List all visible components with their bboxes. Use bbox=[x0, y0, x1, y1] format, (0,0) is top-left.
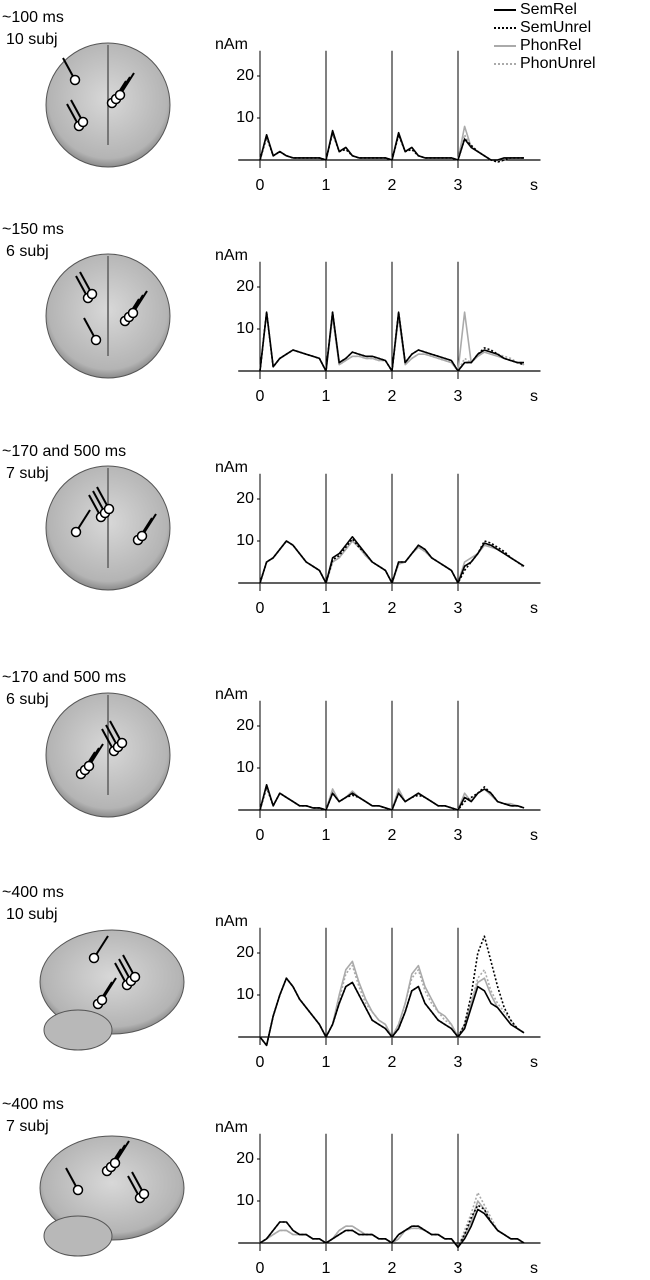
legend-label: SemUnrel bbox=[520, 19, 591, 36]
dipole-source bbox=[96, 994, 108, 1006]
legend-label: PhonUnrel bbox=[520, 55, 596, 72]
x-tick-label: 3 bbox=[454, 1260, 463, 1277]
dipole-source bbox=[77, 116, 89, 128]
x-tick-label: 3 bbox=[454, 1054, 463, 1071]
x-tick-label: 1 bbox=[322, 177, 331, 194]
x-tick-label: 2 bbox=[388, 1054, 397, 1071]
dipole-source bbox=[86, 288, 98, 300]
x-tick-label: 1 bbox=[322, 388, 331, 405]
panel-title: ~400 ms bbox=[2, 884, 64, 901]
x-tick-label: 0 bbox=[256, 827, 265, 844]
y-axis-label: nAm bbox=[215, 913, 248, 930]
dipole-source bbox=[127, 307, 139, 319]
series-line bbox=[259, 536, 525, 584]
y-tick-label: 10 bbox=[236, 1192, 254, 1209]
x-tick-label: 2 bbox=[388, 827, 397, 844]
panel-title: ~400 ms bbox=[2, 1096, 64, 1113]
y-tick-label: 20 bbox=[236, 278, 254, 295]
x-tick-label: 0 bbox=[256, 388, 265, 405]
y-tick-label: 20 bbox=[236, 490, 254, 507]
panel-title: ~150 ms bbox=[2, 221, 64, 238]
x-tick-label: 2 bbox=[388, 600, 397, 617]
dipole-source bbox=[70, 526, 82, 538]
dipole-source bbox=[116, 737, 128, 749]
brain-cerebellum bbox=[43, 1009, 113, 1051]
dipole-source bbox=[72, 1184, 84, 1196]
brain-image bbox=[45, 42, 171, 168]
x-axis-label: s bbox=[530, 1054, 538, 1071]
y-axis-label: nAm bbox=[215, 36, 248, 53]
legend-label: PhonRel bbox=[520, 37, 581, 54]
dipole-source bbox=[138, 1188, 150, 1200]
panel-title: ~100 ms bbox=[2, 9, 64, 26]
series-line bbox=[259, 784, 525, 811]
y-tick-label: 20 bbox=[236, 717, 254, 734]
x-axis-label: s bbox=[530, 1260, 538, 1277]
brain-image bbox=[45, 465, 171, 591]
x-tick-label: 1 bbox=[322, 600, 331, 617]
x-tick-label: 2 bbox=[388, 1260, 397, 1277]
x-axis-label: s bbox=[530, 177, 538, 194]
panel-subtitle: 6 subj bbox=[6, 691, 49, 708]
panel-subtitle: 7 subj bbox=[6, 465, 49, 482]
x-tick-label: 0 bbox=[256, 1054, 265, 1071]
series-line bbox=[259, 311, 524, 372]
brain-image bbox=[39, 929, 185, 1051]
x-tick-label: 0 bbox=[256, 600, 265, 617]
brain-image bbox=[45, 692, 171, 818]
dipole-source bbox=[109, 1157, 121, 1169]
dipole-source bbox=[129, 971, 141, 983]
x-tick-label: 3 bbox=[454, 177, 463, 194]
y-axis-label: nAm bbox=[215, 686, 248, 703]
panel-subtitle: 10 subj bbox=[6, 31, 58, 48]
y-tick-label: 10 bbox=[236, 986, 254, 1003]
dipole-source bbox=[136, 530, 148, 542]
panel-title: ~170 and 500 ms bbox=[2, 443, 126, 460]
y-axis-label: nAm bbox=[215, 247, 248, 264]
brain-image bbox=[45, 253, 171, 379]
x-tick-label: 1 bbox=[322, 1054, 331, 1071]
x-tick-label: 2 bbox=[388, 388, 397, 405]
x-axis-label: s bbox=[530, 388, 538, 405]
dipole-source bbox=[114, 89, 126, 101]
x-tick-label: 3 bbox=[454, 827, 463, 844]
dipole-source bbox=[103, 503, 115, 515]
x-tick-label: 3 bbox=[454, 388, 463, 405]
y-tick-label: 20 bbox=[236, 1150, 254, 1167]
panel-subtitle: 6 subj bbox=[6, 243, 49, 260]
x-tick-label: 3 bbox=[454, 600, 463, 617]
dipole-source bbox=[90, 334, 102, 346]
panel-title: ~170 and 500 ms bbox=[2, 669, 126, 686]
y-tick-label: 10 bbox=[236, 759, 254, 776]
y-tick-label: 10 bbox=[236, 320, 254, 337]
dipole-source bbox=[88, 952, 100, 964]
panel-subtitle: 7 subj bbox=[6, 1118, 49, 1135]
series-line bbox=[259, 1208, 525, 1248]
brain-cerebellum bbox=[43, 1215, 113, 1257]
y-axis-label: nAm bbox=[215, 1119, 248, 1136]
panel-subtitle: 10 subj bbox=[6, 906, 58, 923]
x-axis-label: s bbox=[530, 827, 538, 844]
legend-label: SemRel bbox=[520, 1, 577, 18]
brain-image bbox=[39, 1135, 185, 1257]
y-axis-label: nAm bbox=[215, 459, 248, 476]
y-tick-label: 10 bbox=[236, 532, 254, 549]
x-tick-label: 0 bbox=[256, 177, 265, 194]
series-line bbox=[259, 129, 524, 161]
dipole-source bbox=[69, 74, 81, 86]
x-axis-label: s bbox=[530, 600, 538, 617]
brain-outline bbox=[39, 1135, 185, 1241]
y-tick-label: 10 bbox=[236, 109, 254, 126]
y-tick-label: 20 bbox=[236, 944, 254, 961]
x-tick-label: 1 bbox=[322, 827, 331, 844]
dipole-source bbox=[83, 760, 95, 772]
y-tick-label: 20 bbox=[236, 67, 254, 84]
series-line bbox=[259, 977, 525, 1047]
x-tick-label: 0 bbox=[256, 1260, 265, 1277]
x-tick-label: 2 bbox=[388, 177, 397, 194]
x-tick-label: 1 bbox=[322, 1260, 331, 1277]
